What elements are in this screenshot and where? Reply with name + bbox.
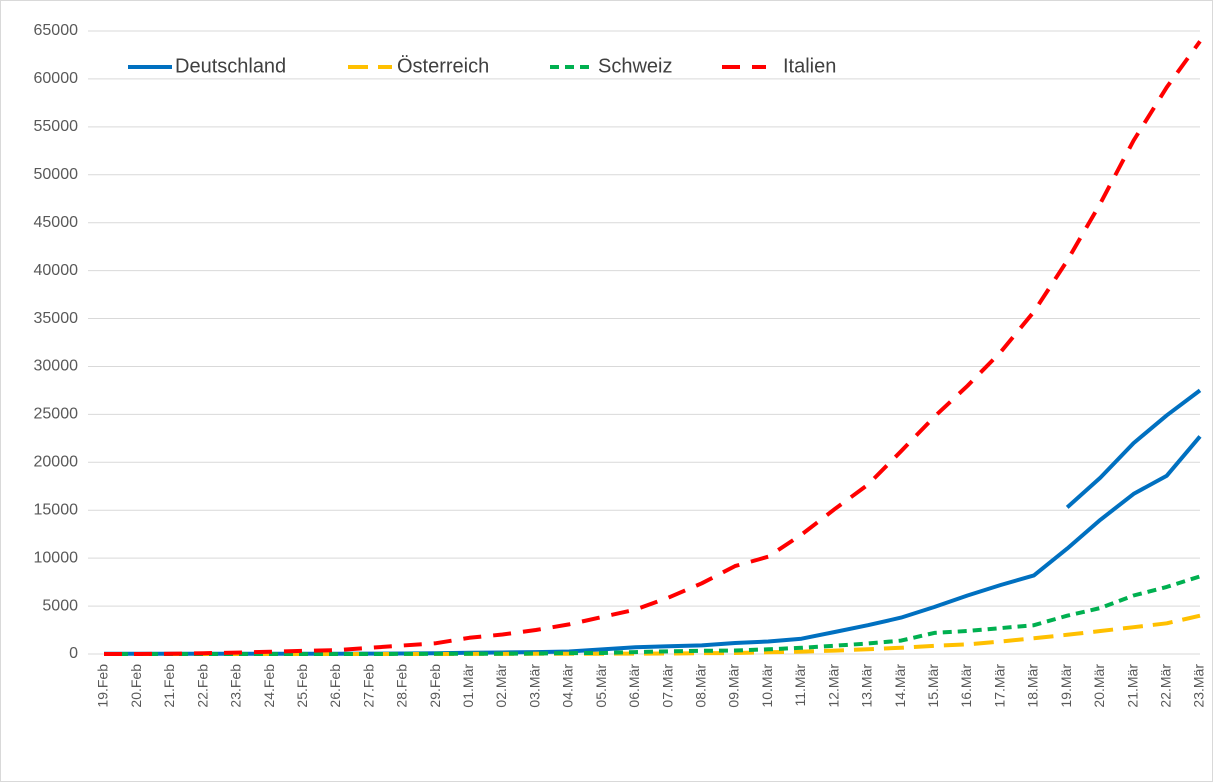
x-tick-label: 19.Feb <box>95 664 111 708</box>
legend-label: Schweiz <box>598 55 672 77</box>
x-tick-label: 21.Mär <box>1124 664 1140 708</box>
x-tick-label: 26.Feb <box>327 664 343 708</box>
x-tick-label: 07.Mär <box>659 664 675 708</box>
x-tick-label: 16.Mär <box>958 664 974 708</box>
x-tick-label: 06.Mär <box>626 664 642 708</box>
x-tick-label: 23.Mär <box>1191 664 1207 708</box>
x-tick-label: 04.Mär <box>560 664 576 708</box>
x-tick-label: 28.Feb <box>394 664 410 708</box>
y-tick-label: 45000 <box>34 214 79 231</box>
y-tick-label: 55000 <box>34 118 79 135</box>
series-line <box>1065 388 1202 509</box>
x-tick-label: 10.Mär <box>759 664 775 708</box>
legend-label: Italien <box>783 55 836 77</box>
y-tick-label: 40000 <box>34 262 79 279</box>
x-tick-label: 03.Mär <box>526 664 542 708</box>
x-tick-label: 20.Mär <box>1091 664 1107 708</box>
x-tick-label: 24.Feb <box>261 664 277 708</box>
y-tick-label: 60000 <box>34 70 79 87</box>
x-tick-label: 25.Feb <box>294 664 310 708</box>
x-tick-label: 27.Feb <box>360 664 376 708</box>
y-tick-label: 25000 <box>34 406 79 423</box>
x-tick-label: 21.Feb <box>161 664 177 708</box>
x-tick-label: 01.Mär <box>460 664 476 708</box>
x-tick-label: 05.Mär <box>593 664 609 708</box>
x-tick-label: 15.Mär <box>925 664 941 708</box>
x-tick-label: 12.Mär <box>825 664 841 708</box>
x-tick-label: 17.Mär <box>991 664 1007 708</box>
legend-label: Deutschland <box>175 55 286 77</box>
series-line <box>104 574 1201 656</box>
x-tick-label: 13.Mär <box>859 664 875 708</box>
x-tick-label: 19.Mär <box>1058 664 1074 708</box>
x-tick-label: 20.Feb <box>128 664 144 708</box>
y-tick-label: 65000 <box>34 22 79 39</box>
y-tick-label: 30000 <box>34 358 79 375</box>
y-tick-label: 20000 <box>34 454 79 471</box>
y-tick-label: 5000 <box>42 597 78 614</box>
y-tick-label: 35000 <box>34 310 79 327</box>
series-line <box>104 40 1202 656</box>
legend-label: Österreich <box>397 55 489 77</box>
y-tick-label: 15000 <box>34 501 79 518</box>
x-tick-label: 09.Mär <box>726 664 742 708</box>
x-tick-label: 22.Feb <box>194 664 210 708</box>
y-tick-label: 10000 <box>34 549 79 566</box>
x-tick-label: 02.Mär <box>493 664 509 708</box>
x-tick-label: 14.Mär <box>892 664 908 708</box>
x-tick-label: 23.Feb <box>228 664 244 708</box>
x-tick-label: 08.Mär <box>693 664 709 708</box>
x-tick-label: 11.Mär <box>792 664 808 707</box>
x-tick-label: 29.Feb <box>427 664 443 708</box>
x-tick-label: 22.Mär <box>1157 664 1173 708</box>
x-tick-label: 18.Mär <box>1025 664 1041 708</box>
y-tick-label: 0 <box>69 645 78 662</box>
y-tick-label: 50000 <box>34 166 79 183</box>
